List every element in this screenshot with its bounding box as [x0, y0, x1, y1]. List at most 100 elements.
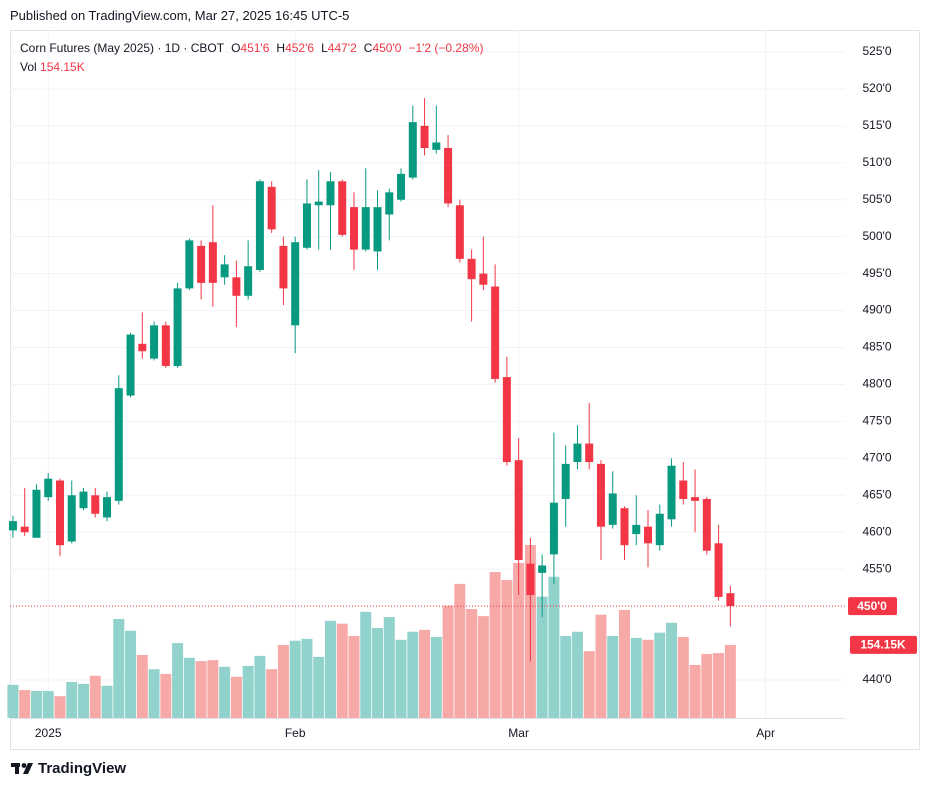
volume-bar	[383, 617, 395, 718]
legend: Corn Futures (May 2025) · 1D · CBOT O451'…	[20, 39, 483, 77]
candle-body	[302, 203, 311, 248]
y-tick-label: 525'0	[863, 44, 892, 58]
volume-bar	[548, 576, 560, 718]
candle-body	[620, 508, 629, 546]
volume-bar	[219, 666, 231, 718]
legend-key: C	[363, 41, 373, 55]
volume-bar	[89, 675, 101, 718]
volume-bar	[642, 639, 654, 718]
candle-body	[526, 563, 535, 596]
candle-body	[444, 148, 453, 204]
volume-bar	[666, 622, 678, 718]
candle-body	[502, 377, 511, 463]
volume-bar	[266, 669, 278, 718]
volume-bar	[313, 656, 325, 718]
volume-bar	[113, 618, 125, 718]
y-tick-label: 500'0	[863, 229, 892, 243]
volume-bar	[195, 661, 207, 718]
volume-bar	[7, 684, 19, 718]
x-tick-label: Mar	[508, 726, 529, 740]
legend-value: 452'6	[285, 41, 315, 55]
y-tick-label: 440'0	[863, 672, 892, 686]
volume-bar	[560, 636, 572, 718]
y-tick-label: 515'0	[863, 118, 892, 132]
y-tick-label: 520'0	[863, 81, 892, 95]
volume-bar	[336, 623, 348, 718]
volume-bar	[501, 580, 513, 718]
last-volume-badge	[850, 635, 917, 654]
candle-body	[8, 521, 17, 531]
published-note: Published on TradingView.com, Mar 27, 20…	[10, 8, 350, 23]
legend-value: 450'0	[372, 41, 402, 55]
volume-bar	[183, 657, 195, 718]
last-volume-label: 154.15K	[860, 638, 906, 652]
y-tick-label: 490'0	[863, 303, 892, 317]
legend-value: 451'6	[240, 41, 270, 55]
candle-body	[185, 240, 194, 289]
candle-body	[714, 543, 723, 597]
candle-body	[644, 526, 653, 544]
candle-body	[491, 286, 500, 379]
candle-body	[103, 497, 112, 518]
y-tick-label: 505'0	[863, 192, 892, 206]
candle-body	[420, 125, 429, 149]
volume-bar	[42, 690, 54, 718]
candle-body	[573, 443, 582, 463]
candle-body	[126, 334, 135, 396]
candle-body	[455, 205, 464, 259]
volume-bar	[536, 596, 548, 718]
volume-bar	[618, 609, 630, 718]
volume-bar	[724, 644, 736, 718]
legend-title: Corn Futures (May 2025) · 1D · CBOT	[20, 41, 225, 55]
candle-body	[538, 565, 547, 573]
candle-body	[326, 181, 335, 206]
volume-bar	[513, 563, 525, 718]
candle-body	[267, 186, 276, 230]
y-tick-label: 455'0	[863, 561, 892, 575]
candle-body	[385, 192, 394, 215]
candle-body	[667, 465, 676, 520]
candle-body	[679, 480, 688, 499]
volume-bar	[677, 636, 689, 718]
volume-value: 154.15K	[40, 60, 85, 74]
y-tick-label: 510'0	[863, 155, 892, 169]
volume-bar	[289, 640, 301, 718]
candle-body	[373, 207, 382, 252]
candle-body	[596, 463, 605, 527]
x-tick-label: Feb	[285, 726, 306, 740]
candle-body	[79, 491, 88, 509]
candle-body	[91, 495, 100, 514]
legend-key: O	[231, 41, 241, 55]
volume-bar	[395, 639, 407, 718]
candle-body	[314, 201, 323, 206]
candle-body	[408, 122, 417, 178]
legend-key: H	[276, 41, 286, 55]
candle-body	[338, 181, 347, 235]
y-tick-label: 485'0	[863, 340, 892, 354]
x-tick-label: 2025	[35, 726, 62, 740]
volume-bar	[489, 572, 501, 718]
volume-bar	[242, 665, 254, 718]
y-tick-label: 465'0	[863, 487, 892, 501]
legend-change: −1'2 (−0.28%)	[408, 41, 484, 55]
volume-layer	[7, 545, 736, 718]
volume-bar	[54, 696, 66, 718]
volume-bar	[583, 651, 595, 718]
volume-bar	[160, 673, 172, 718]
candle-body	[20, 526, 29, 533]
last-price-label: 450'0	[857, 599, 887, 613]
volume-bar	[324, 620, 336, 718]
volume-bar	[172, 643, 184, 718]
candle-body	[349, 207, 358, 250]
volume-bar	[66, 681, 78, 718]
volume-bar	[477, 616, 489, 718]
volume-bar	[19, 690, 31, 718]
candle-body	[255, 181, 264, 270]
legend-value: 447'2	[327, 41, 357, 55]
candle-body	[138, 343, 147, 352]
volume-bar	[689, 664, 701, 718]
volume-bar	[701, 654, 713, 718]
volume-bar	[607, 636, 619, 718]
